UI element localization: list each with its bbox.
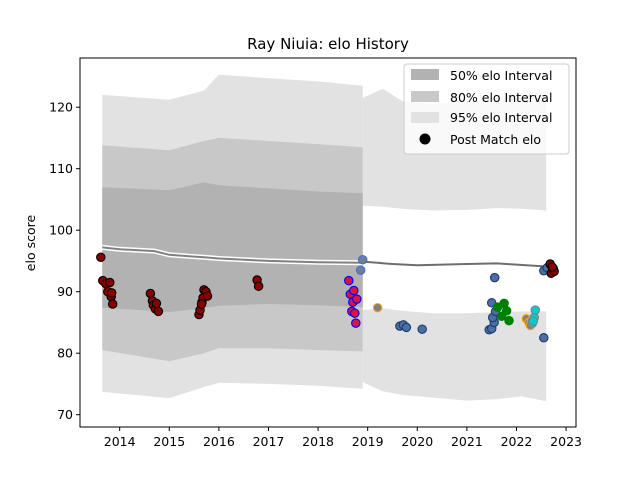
x-tick-label: 2016 — [203, 434, 235, 449]
legend-swatch-50 — [411, 69, 439, 80]
band-80-later — [363, 206, 547, 314]
post-match-point — [491, 273, 499, 281]
x-tick-label: 2017 — [253, 434, 285, 449]
legend-marker-post-match — [420, 134, 431, 145]
x-axis-ticks: 2014 2015 2016 2017 2018 2019 2020 2021 2022 2023 — [104, 427, 582, 449]
post-match-point — [152, 299, 160, 307]
y-tick-label: 80 — [57, 346, 73, 361]
post-match-point — [497, 312, 505, 320]
post-match-point — [351, 309, 359, 317]
legend-label-50: 50% elo Interval — [450, 68, 552, 83]
legend-label-95: 95% elo Interval — [450, 110, 552, 125]
legend-label-80: 80% elo Interval — [450, 90, 552, 105]
y-tick-label: 70 — [57, 407, 73, 422]
post-match-point — [350, 286, 358, 294]
post-match-point — [352, 319, 360, 327]
post-match-point — [154, 307, 162, 315]
x-tick-label: 2021 — [451, 434, 483, 449]
y-axis-ticks: 70 80 90 100 110 120 — [49, 100, 80, 423]
chart-title: Ray Niuia: elo History — [247, 35, 409, 53]
post-match-point — [109, 300, 117, 308]
post-match-point — [548, 263, 556, 271]
y-axis-label: elo score — [23, 215, 38, 272]
post-match-point — [197, 300, 205, 308]
post-match-point — [345, 276, 353, 284]
post-match-point — [373, 304, 381, 312]
x-tick-label: 2019 — [352, 434, 384, 449]
x-tick-label: 2014 — [104, 434, 136, 449]
x-tick-label: 2023 — [550, 434, 582, 449]
legend-label-post-match: Post Match elo — [450, 132, 541, 147]
x-tick-label: 2018 — [302, 434, 334, 449]
y-tick-label: 110 — [49, 161, 73, 176]
x-tick-label: 2015 — [153, 434, 185, 449]
legend-swatch-80 — [411, 91, 439, 102]
post-match-point — [418, 325, 426, 333]
post-match-point — [357, 266, 365, 274]
x-tick-label: 2022 — [501, 434, 533, 449]
post-match-point — [531, 306, 539, 314]
y-tick-label: 90 — [57, 284, 73, 299]
post-match-point — [359, 256, 367, 264]
post-match-point — [106, 278, 114, 286]
post-match-point — [203, 292, 211, 300]
y-tick-label: 120 — [49, 100, 73, 115]
x-tick-label: 2020 — [401, 434, 433, 449]
band-50 — [102, 182, 362, 312]
post-match-point — [254, 282, 262, 290]
post-match-point — [97, 253, 105, 261]
post-match-point — [540, 334, 548, 342]
post-match-point — [353, 295, 361, 303]
post-match-point — [108, 289, 116, 297]
post-match-point — [402, 323, 410, 331]
y-tick-label: 100 — [49, 223, 73, 238]
legend-swatch-95 — [411, 112, 439, 123]
post-match-point — [529, 317, 537, 325]
legend: 50% elo Interval 80% elo Interval 95% el… — [404, 64, 569, 154]
